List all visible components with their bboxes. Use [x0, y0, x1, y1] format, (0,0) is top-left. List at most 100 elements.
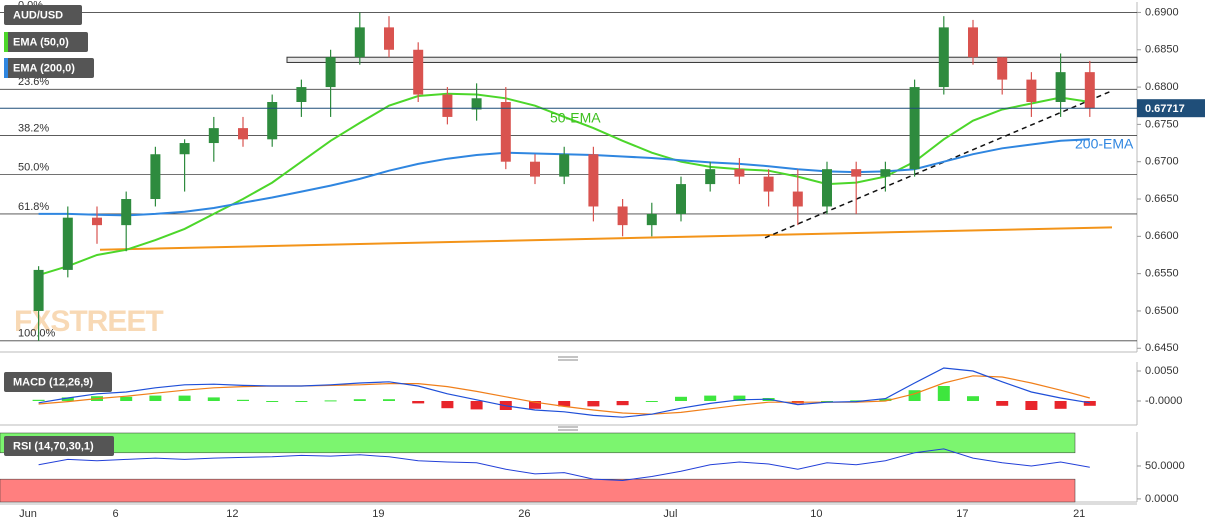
- histogram-bar: [295, 401, 308, 402]
- histogram-bar: [558, 401, 571, 407]
- overbought-band: [0, 432, 1076, 454]
- last-price-label: 0.67717: [1145, 103, 1185, 115]
- y-tick-label: 0.6700: [1145, 156, 1179, 168]
- x-tick-label: 12: [226, 508, 238, 520]
- candle-body: [734, 169, 745, 177]
- candle-body: [384, 27, 394, 50]
- histogram-bar: [704, 395, 717, 401]
- candle-body: [121, 199, 132, 226]
- histogram-bar: [207, 397, 220, 401]
- x-tick-label: Jul: [663, 508, 677, 520]
- histogram-bar: [587, 401, 600, 407]
- fib-label: 23.6%: [18, 76, 49, 88]
- candle-body: [822, 169, 832, 207]
- x-tick-label: 17: [956, 508, 968, 520]
- oversold-band: [0, 478, 1076, 503]
- candle-body: [325, 57, 336, 88]
- y-tick-label: 0.6500: [1145, 305, 1179, 317]
- y-tick-label: 0.6550: [1145, 268, 1179, 280]
- histogram-bar: [996, 401, 1009, 406]
- candle-body: [559, 154, 570, 177]
- candle-body: [238, 128, 248, 140]
- histogram-bar: [324, 400, 337, 402]
- histogram-bar: [178, 395, 191, 401]
- legend-box: [4, 436, 114, 456]
- histogram-bar: [470, 401, 483, 410]
- y-tick-label: 0.6850: [1145, 44, 1179, 56]
- x-tick-label: 19: [372, 508, 384, 520]
- x-tick-label: 26: [518, 508, 530, 520]
- histogram-bar: [908, 390, 921, 401]
- fib-label: 38.2%: [18, 122, 49, 134]
- histogram-bar: [675, 396, 687, 401]
- candle-body: [705, 169, 716, 185]
- candle-body: [296, 87, 307, 102]
- rsi-line: [38, 448, 1090, 482]
- fib-label: 61.8%: [18, 201, 49, 213]
- histogram-bar: [383, 399, 395, 401]
- y-tick-label: 0.6600: [1145, 230, 1179, 242]
- candle-body: [588, 154, 599, 207]
- histogram-bar: [237, 399, 249, 401]
- candle-body: [442, 94, 453, 117]
- x-tick-label: Jun: [19, 508, 37, 520]
- macd-line: [38, 367, 1090, 418]
- candle-body: [267, 102, 278, 140]
- histogram-bar: [1054, 401, 1067, 409]
- y-tick-label: 0.6650: [1145, 193, 1179, 205]
- legend-label: EMA (200,0): [13, 62, 75, 74]
- histogram-bar: [149, 395, 162, 401]
- histogram-bar: [1025, 401, 1038, 410]
- legend-label: EMA (50,0): [13, 36, 69, 48]
- histogram-bar: [266, 401, 279, 402]
- resistance-zone: [286, 56, 1138, 63]
- legend-box: [4, 5, 82, 25]
- candle-body: [413, 49, 424, 95]
- candle-body: [997, 57, 1008, 80]
- histogram-bar: [32, 399, 45, 401]
- legend-swatch: [4, 32, 8, 52]
- histogram-bar: [120, 396, 133, 401]
- support-line: [99, 226, 1113, 251]
- legend-box: [4, 58, 94, 78]
- last-price-box: [1137, 99, 1205, 118]
- legend-box: [4, 32, 88, 52]
- candle-body: [617, 206, 628, 226]
- y-tick-label: 0.6800: [1145, 81, 1179, 93]
- candle-body: [646, 213, 657, 226]
- histogram-bar: [353, 399, 366, 401]
- candle-body: [500, 102, 511, 162]
- histogram-bar: [1083, 401, 1096, 406]
- candle-body: [763, 176, 774, 192]
- candle-body: [530, 161, 540, 177]
- candle-body: [471, 98, 482, 110]
- histogram-bar: [967, 396, 979, 401]
- histogram-bar: [937, 386, 950, 401]
- candle-body: [354, 27, 365, 58]
- histogram-bar: [850, 400, 863, 402]
- legend-label: MACD (12,26,9): [13, 376, 93, 388]
- fib-label: 100.0%: [18, 328, 56, 340]
- x-tick-label: 6: [113, 508, 119, 520]
- y-tick-label: 0.0000: [1145, 493, 1179, 505]
- histogram-bar: [529, 401, 541, 409]
- candle-body: [92, 217, 102, 226]
- panel-grip: [558, 356, 578, 431]
- candle-body: [676, 184, 686, 214]
- histogram-bar: [879, 398, 892, 401]
- x-tick-label: 21: [1073, 508, 1085, 520]
- candle-body: [1084, 72, 1095, 109]
- candle-body: [62, 217, 73, 270]
- candle-body: [968, 27, 978, 58]
- signal-line: [38, 375, 1090, 415]
- candle-body: [792, 191, 803, 207]
- candle-body: [150, 154, 161, 200]
- histogram-bar: [441, 401, 454, 409]
- legend-swatch: [4, 58, 8, 78]
- candle-body: [880, 169, 891, 177]
- candle-body: [909, 87, 920, 170]
- legend-label: RSI (14,70,30,1): [13, 440, 94, 452]
- candle-body: [33, 269, 44, 311]
